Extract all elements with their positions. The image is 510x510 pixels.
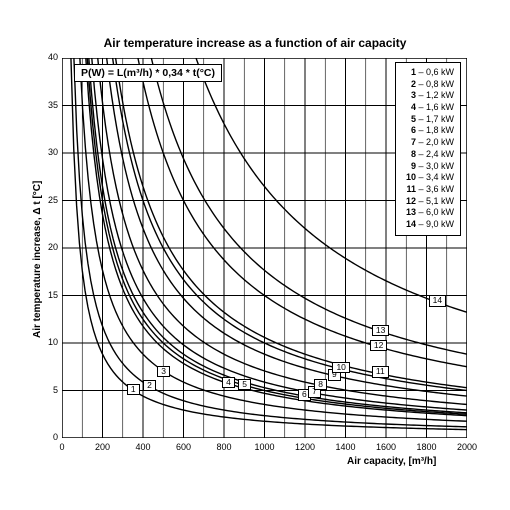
y-tick-label: 15 <box>40 290 58 300</box>
x-tick-label: 200 <box>89 442 117 452</box>
legend-item-14: 14 – 9,0 kW <box>402 219 454 231</box>
legend-item-5: 5 – 1,7 kW <box>402 114 454 126</box>
legend-item-6: 6 – 1,8 kW <box>402 125 454 137</box>
curve-label-1: 1 <box>127 384 140 395</box>
legend-item-7: 7 – 2,0 kW <box>402 137 454 149</box>
formula-box: P(W) = L(m³/h) * 0,34 * t(°C) <box>74 64 222 82</box>
curve-label-10: 10 <box>332 362 349 373</box>
curve-label-8: 8 <box>314 379 327 390</box>
curve-label-3: 3 <box>157 366 170 377</box>
legend-item-10: 10 – 3,4 kW <box>402 172 454 184</box>
y-tick-label: 35 <box>40 100 58 110</box>
legend-item-9: 9 – 3,0 kW <box>402 161 454 173</box>
x-tick-label: 1000 <box>251 442 279 452</box>
x-tick-label: 600 <box>170 442 198 452</box>
y-tick-label: 0 <box>40 432 58 442</box>
curve-label-14: 14 <box>429 295 446 306</box>
y-tick-label: 10 <box>40 337 58 347</box>
curve-label-13: 13 <box>372 325 389 336</box>
x-tick-label: 0 <box>48 442 76 452</box>
legend-item-4: 4 – 1,6 kW <box>402 102 454 114</box>
curve-label-4: 4 <box>222 377 235 388</box>
x-tick-label: 2000 <box>453 442 481 452</box>
y-tick-label: 25 <box>40 195 58 205</box>
curve-label-11: 11 <box>372 366 389 377</box>
legend-item-13: 13 – 6,0 kW <box>402 207 454 219</box>
x-tick-label: 800 <box>210 442 238 452</box>
legend-box: 1 – 0,6 kW2 – 0,8 kW3 – 1,2 kW4 – 1,6 kW… <box>395 62 461 236</box>
chart-container: { "chart": { "type": "line", "title": "A… <box>0 0 510 510</box>
curve-label-5: 5 <box>238 379 251 390</box>
legend-item-2: 2 – 0,8 kW <box>402 79 454 91</box>
chart-title: Air temperature increase as a function o… <box>0 36 510 50</box>
x-tick-label: 1600 <box>372 442 400 452</box>
x-tick-label: 1400 <box>332 442 360 452</box>
x-tick-label: 1200 <box>291 442 319 452</box>
x-axis-label: Air capacity, [m³/h] <box>347 456 436 467</box>
y-tick-label: 5 <box>40 385 58 395</box>
x-tick-label: 1800 <box>413 442 441 452</box>
legend-item-3: 3 – 1,2 kW <box>402 90 454 102</box>
legend-item-8: 8 – 2,4 kW <box>402 149 454 161</box>
x-tick-label: 400 <box>129 442 157 452</box>
curve-label-2: 2 <box>143 380 156 391</box>
legend-item-12: 12 – 5,1 kW <box>402 196 454 208</box>
legend-item-11: 11 – 3,6 kW <box>402 184 454 196</box>
y-tick-label: 20 <box>40 242 58 252</box>
y-tick-label: 30 <box>40 147 58 157</box>
legend-item-1: 1 – 0,6 kW <box>402 67 454 79</box>
curve-label-12: 12 <box>370 340 387 351</box>
y-tick-label: 40 <box>40 52 58 62</box>
